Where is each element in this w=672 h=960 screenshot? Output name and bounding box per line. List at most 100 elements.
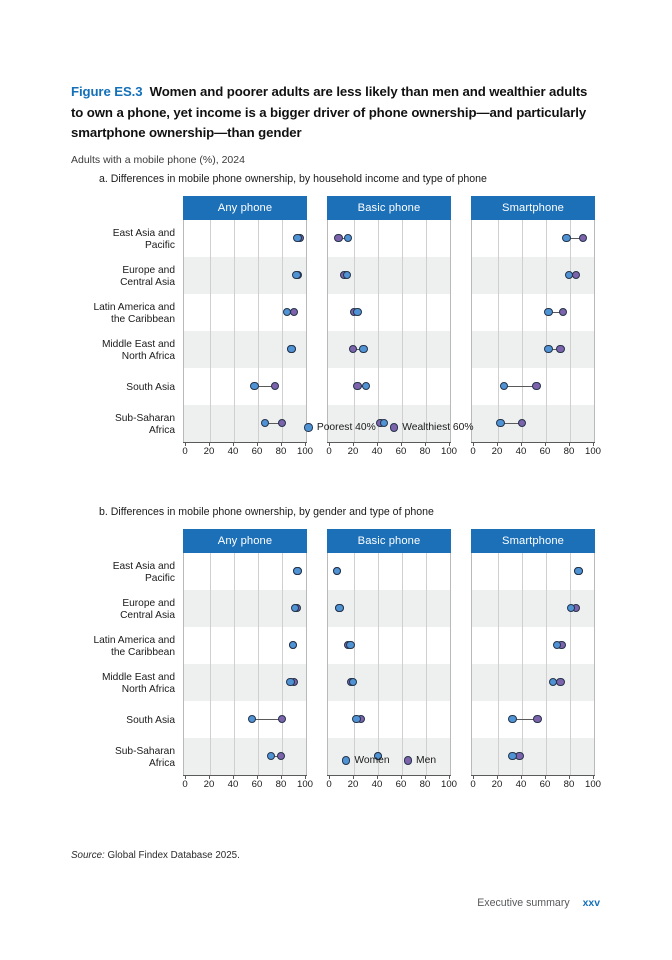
chart-panel-a: a. Differences in mobile phone ownership…: [71, 172, 601, 461]
connector-line: [252, 718, 282, 721]
data-row: [184, 590, 306, 627]
legend-item[interactable]: Men: [403, 755, 436, 766]
category-label-line: North Africa: [121, 684, 175, 696]
data-point-series1[interactable]: [335, 604, 344, 613]
gridline: [546, 553, 547, 775]
data-point-series1[interactable]: [544, 308, 553, 317]
data-point-series2[interactable]: [348, 345, 357, 354]
connector-line: [357, 385, 366, 388]
data-point-series1[interactable]: [361, 382, 371, 391]
axis-tick: [497, 775, 498, 779]
axis-tick: [329, 442, 330, 446]
data-point-series1[interactable]: [499, 382, 509, 391]
data-point-series2[interactable]: [277, 715, 287, 724]
data-point-series1[interactable]: [348, 678, 357, 687]
data-point-series2[interactable]: [579, 234, 588, 243]
data-point-series1[interactable]: [564, 271, 573, 280]
chart-b-panels: East Asia and Pacific Europe and Central As…: [71, 529, 601, 794]
data-point-series1[interactable]: [574, 567, 583, 576]
figure-label: Figure ES.3: [71, 84, 143, 99]
data-point-series1[interactable]: [359, 345, 368, 354]
axis-line: [471, 775, 595, 776]
page-title: Figure ES.3 Women and poorer adults are …: [71, 82, 599, 144]
gridline: [522, 553, 523, 775]
axis-tick: [377, 442, 378, 446]
plot-area: [183, 220, 307, 442]
data-point-series2[interactable]: [533, 715, 542, 724]
data-point-series2[interactable]: [334, 234, 343, 243]
data-point-series1[interactable]: [567, 604, 576, 613]
category-label-line: Central Asia: [120, 277, 175, 289]
category-label: South Asia: [55, 715, 175, 728]
subpanel-header: Any phone: [183, 196, 307, 220]
data-point-series2[interactable]: [571, 271, 581, 280]
legend-swatch-icon: [389, 423, 399, 432]
data-point-series1[interactable]: [508, 752, 517, 761]
data-row: [472, 664, 594, 701]
subpanel-basic-phone: Basic phone 0 20 40 60 80 100: [326, 196, 457, 462]
data-point-series1[interactable]: [333, 567, 342, 576]
data-point-series2[interactable]: [558, 308, 567, 317]
legend-item[interactable]: Poorest 40%: [304, 422, 376, 433]
data-point-series1[interactable]: [552, 641, 561, 650]
data-point-series1[interactable]: [496, 419, 505, 428]
category-label-line: Europe and: [122, 264, 175, 276]
data-point-series1[interactable]: [267, 752, 276, 761]
axis-tick: [185, 442, 186, 446]
axis-tick-label: 60: [395, 446, 407, 457]
plot-area: [327, 553, 451, 775]
data-point-series2[interactable]: [556, 678, 565, 687]
row-band: [184, 590, 306, 627]
figure-title-text: Women and poorer adults are less likely …: [71, 84, 588, 140]
data-point-series2[interactable]: [353, 382, 362, 391]
gridline: [402, 220, 403, 442]
axis-tick: [353, 775, 354, 779]
data-point-series1[interactable]: [282, 308, 291, 317]
data-point-series2[interactable]: [289, 308, 299, 317]
data-point-series1[interactable]: [342, 271, 351, 280]
data-point-series1[interactable]: [346, 641, 355, 650]
chart-b-category-axis: East Asia and Pacific Europe and Central As…: [71, 555, 181, 777]
data-point-series2[interactable]: [276, 752, 285, 761]
axis-tick-label: 80: [563, 446, 575, 457]
data-point-series1[interactable]: [562, 234, 571, 243]
data-point-series1[interactable]: [352, 715, 361, 724]
data-point-series2[interactable]: [277, 419, 287, 428]
data-point-series1[interactable]: [353, 308, 362, 317]
data-point-series2[interactable]: [270, 382, 279, 391]
data-point-series1[interactable]: [293, 234, 302, 243]
data-point-series1[interactable]: [286, 678, 295, 687]
axis-tick-label: 40: [515, 779, 527, 790]
data-row: [328, 664, 450, 701]
data-point-series2[interactable]: [517, 419, 527, 428]
category-label-line: Middle East and: [101, 338, 175, 350]
data-row: [472, 701, 594, 738]
data-point-series1[interactable]: [250, 382, 259, 391]
data-point-series1[interactable]: [261, 419, 270, 428]
axis-tick-label: 20: [491, 446, 503, 457]
data-point-series1[interactable]: [293, 567, 302, 576]
legend-item[interactable]: Women: [341, 755, 390, 766]
data-point-series1[interactable]: [291, 604, 300, 613]
data-point-series1[interactable]: [508, 715, 517, 724]
data-point-series1[interactable]: [379, 419, 389, 428]
data-point-series1[interactable]: [247, 715, 257, 724]
axis-tick: [473, 442, 474, 446]
data-point-series2[interactable]: [532, 382, 541, 391]
data-point-series1[interactable]: [373, 752, 383, 761]
subpanel-smartphone: Smartphone 0 20 40 60 80 100: [470, 196, 601, 462]
data-point-series2[interactable]: [556, 345, 565, 354]
legend-swatch-icon: [341, 756, 351, 765]
data-point-series1[interactable]: [549, 678, 558, 687]
row-band: [184, 331, 306, 368]
category-label-line: East Asia and: [112, 560, 175, 572]
row-band: [472, 405, 594, 442]
data-point-series1[interactable]: [544, 345, 553, 354]
data-point-series1[interactable]: [343, 234, 353, 243]
legend-item[interactable]: Wealthiest 60%: [389, 422, 474, 433]
data-point-series1[interactable]: [288, 641, 297, 650]
data-point-series1[interactable]: [292, 271, 301, 280]
connector-line: [338, 237, 348, 240]
category-label-line: Latin America and: [93, 301, 175, 313]
data-point-series1[interactable]: [287, 345, 296, 354]
